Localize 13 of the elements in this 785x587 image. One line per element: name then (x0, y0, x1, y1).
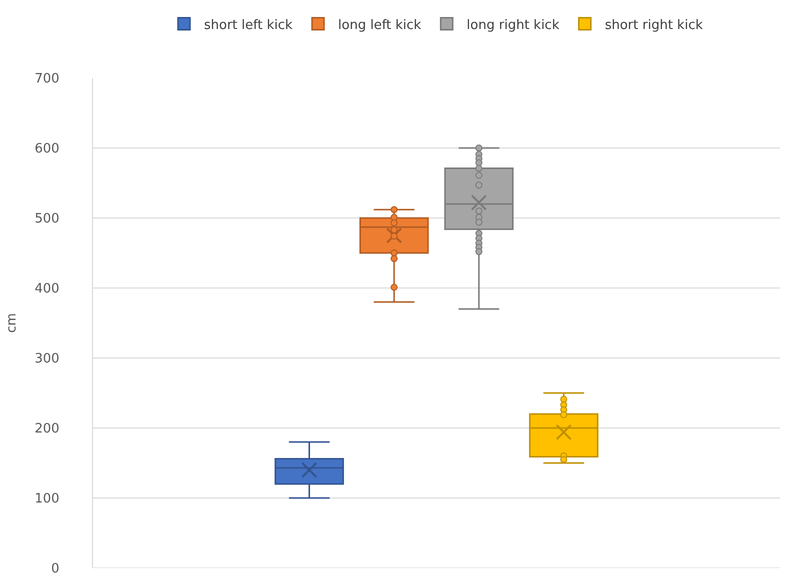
legend-label: short left kick (204, 18, 294, 33)
legend-label: long right kick (466, 18, 560, 33)
y-tick-label: 200 (34, 422, 60, 437)
y-tick-label: 600 (34, 142, 60, 157)
y-axis-title: cm (4, 313, 20, 333)
legend-label: short right kick (604, 18, 704, 33)
y-tick-label: 0 (51, 562, 60, 577)
y-tick-label: 100 (34, 492, 60, 507)
y-tick-label: 700 (34, 72, 60, 87)
y-tick-label: 500 (34, 212, 60, 227)
legend-label: long left kick (338, 18, 422, 33)
y-tick-label: 400 (34, 282, 60, 297)
y-tick-label: 300 (34, 352, 60, 367)
